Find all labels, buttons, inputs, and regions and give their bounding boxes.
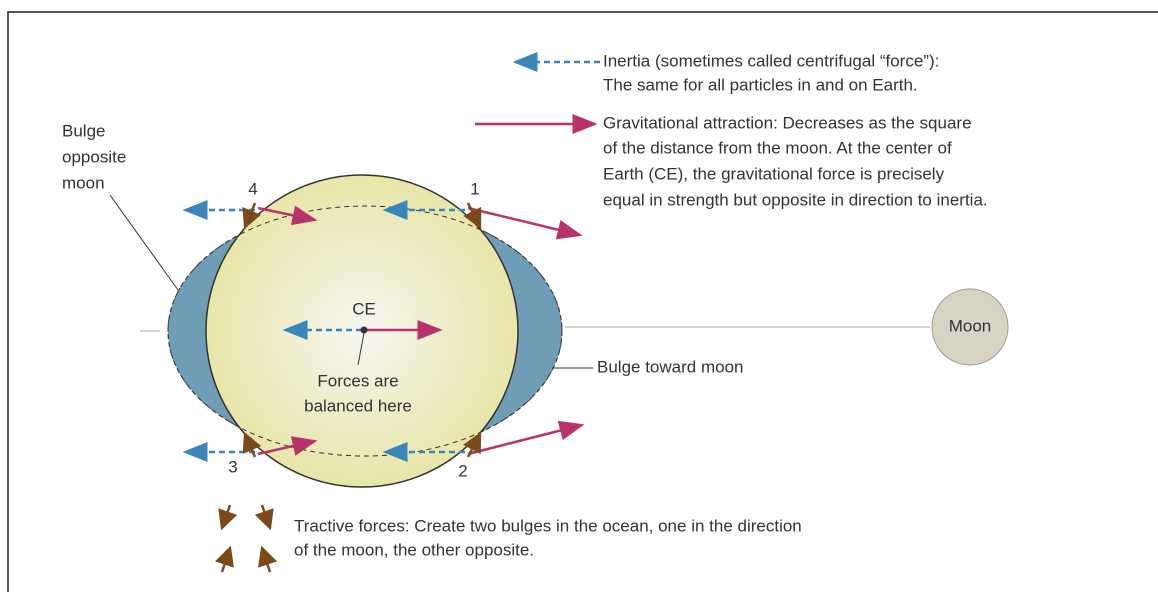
point-label: 3 bbox=[228, 457, 237, 476]
point-label: 4 bbox=[248, 179, 257, 198]
legend-text: of the moon, the other opposite. bbox=[294, 540, 534, 559]
legend-text: equal in strength but opposite in direct… bbox=[603, 190, 988, 209]
label: Bulge bbox=[62, 121, 105, 140]
label: Forces are bbox=[317, 371, 398, 390]
legend-text: Earth (CE), the gravitational force is p… bbox=[603, 164, 945, 183]
label: opposite bbox=[62, 147, 126, 166]
legend-text: Gravitational attraction: Decreases as t… bbox=[603, 113, 972, 132]
legend-text: Inertia (sometimes called centrifugal “f… bbox=[603, 51, 939, 70]
label: Bulge toward moon bbox=[597, 357, 743, 376]
legend-text: Tractive forces: Create two bulges in th… bbox=[294, 516, 802, 535]
label: moon bbox=[62, 173, 105, 192]
leader-line bbox=[110, 195, 178, 290]
label: balanced here bbox=[304, 396, 412, 415]
point-label: 1 bbox=[470, 179, 479, 198]
legend-text: of the distance from the moon. At the ce… bbox=[603, 138, 952, 157]
center-dot bbox=[361, 327, 368, 334]
diagram: Inertia (sometimes called centrifugal “f… bbox=[0, 0, 1158, 592]
point-label: 2 bbox=[458, 461, 467, 480]
label: CE bbox=[352, 299, 376, 318]
label: Moon bbox=[949, 316, 992, 335]
legend-text: The same for all particles in and on Ear… bbox=[603, 75, 918, 94]
